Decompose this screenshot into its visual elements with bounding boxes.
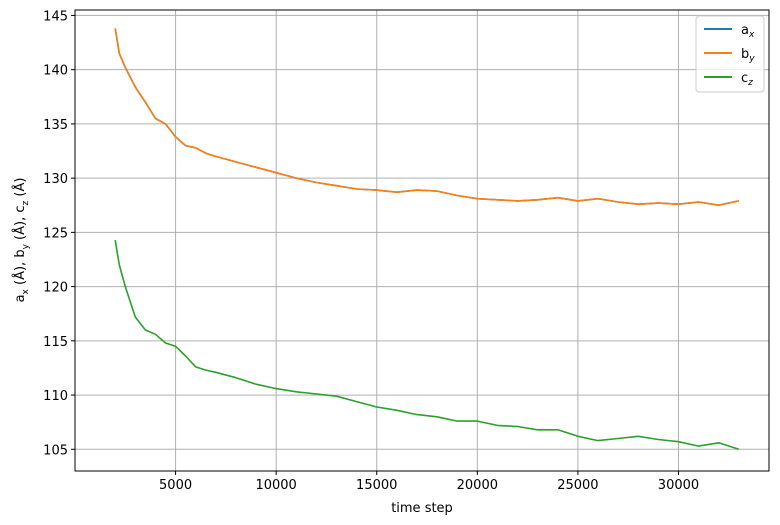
legend-label-b-y: by	[741, 47, 755, 64]
series-line-c-z	[114, 239, 740, 451]
legend-label-c-z: cz	[741, 71, 753, 88]
y-axis-label: ax (Å), by (Å), cz (Å)	[12, 178, 31, 303]
y-tick-label: 110	[43, 389, 68, 404]
x-tick-label: 20000	[457, 478, 498, 493]
y-tick-label: 145	[43, 9, 68, 24]
axis-ticks: 5000 10000 15000 20000 25000 30000 105 110 115 12…	[43, 9, 699, 493]
x-tick-label: 15000	[356, 478, 397, 493]
series-line-b-y	[114, 28, 739, 206]
x-tick-label: 30000	[658, 478, 699, 493]
y-tick-label: 125	[43, 226, 68, 241]
grid	[75, 10, 769, 471]
series-lines	[114, 28, 740, 451]
y-tick-label: 115	[43, 335, 68, 350]
plot-frame	[74, 9, 770, 472]
y-tick-label: 120	[43, 281, 68, 296]
x-tick-label: 25000	[557, 478, 598, 493]
legend: ax by cz	[695, 15, 765, 93]
legend-label-a-x: ax	[741, 23, 755, 40]
y-tick-label: 105	[43, 443, 68, 458]
y-tick-label: 140	[43, 64, 68, 79]
x-tick-label: 5000	[159, 478, 192, 493]
y-tick-label: 130	[43, 172, 68, 187]
y-tick-label: 135	[43, 118, 68, 133]
x-axis-label: time step	[391, 501, 453, 516]
x-tick-label: 10000	[255, 478, 296, 493]
